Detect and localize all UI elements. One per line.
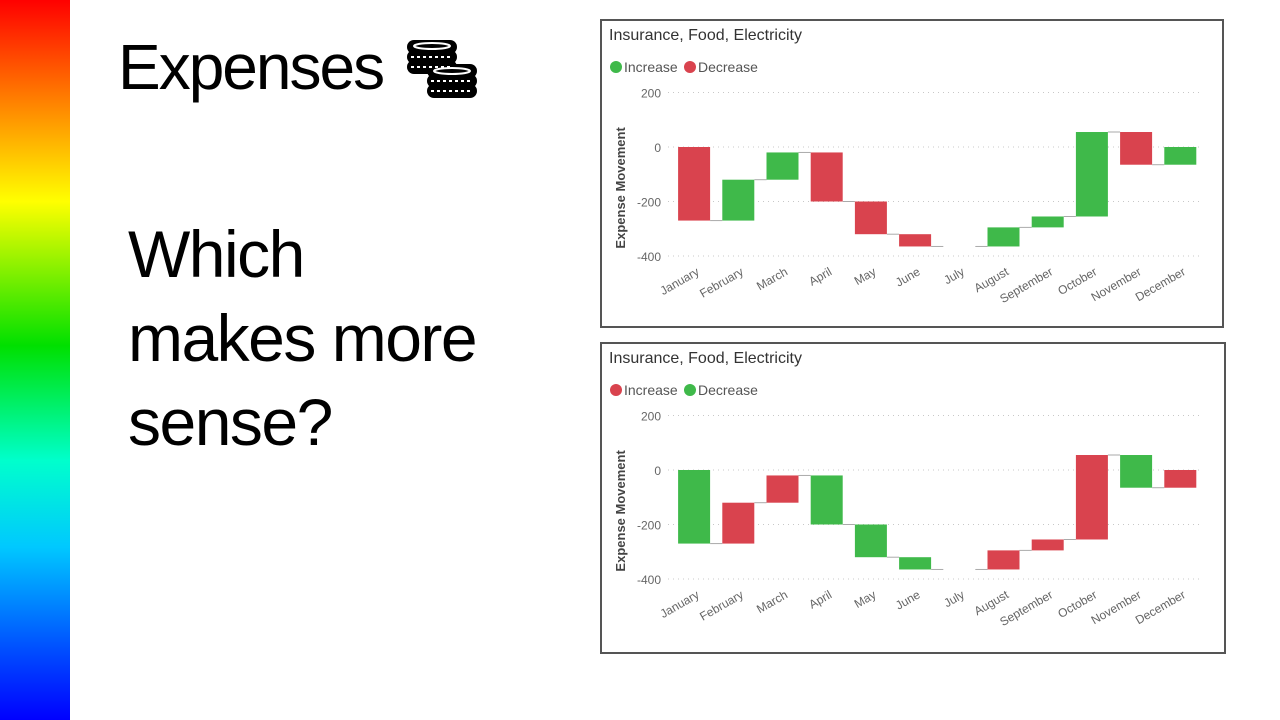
waterfall-bar [854, 524, 887, 558]
y-tick-label: -200 [637, 196, 661, 210]
waterfall-bar [722, 179, 755, 221]
y-axis-label: Expense Movement [613, 127, 628, 249]
x-tick-label: June [893, 587, 923, 612]
waterfall-bar [987, 227, 1020, 247]
waterfall-bar [722, 502, 755, 544]
legend-marker [684, 61, 696, 73]
rainbow-bar [0, 0, 70, 720]
question-line: sense? [128, 385, 333, 459]
waterfall-bar [1120, 132, 1153, 165]
y-tick-label: -400 [637, 573, 661, 587]
x-tick-label: February [697, 264, 746, 300]
y-tick-label: -200 [637, 519, 661, 533]
waterfall-bar [678, 147, 711, 221]
x-tick-label: January [658, 264, 702, 297]
y-tick-label: 200 [641, 410, 661, 424]
x-tick-label: January [658, 587, 702, 620]
waterfall-bar [1164, 147, 1197, 165]
waterfall-bar [678, 470, 711, 544]
waterfall-bar [1075, 455, 1108, 540]
legend-marker [684, 384, 696, 396]
x-tick-label: June [893, 264, 923, 289]
waterfall-bar [899, 557, 932, 570]
question-text: Which makes more sense? [128, 212, 548, 464]
waterfall-bar [1164, 470, 1197, 488]
waterfall-bar [899, 234, 932, 247]
legend-label: Decrease [698, 59, 758, 75]
chart-title: Insurance, Food, Electricity [609, 27, 802, 44]
waterfall-chart-top: Insurance, Food, Electricity Increase Decr… [609, 27, 1203, 306]
x-tick-label: July [941, 264, 966, 287]
chart-title: Insurance, Food, Electricity [609, 350, 802, 367]
x-tick-label: April [806, 264, 834, 288]
waterfall-bar [987, 550, 1020, 570]
y-axis-label: Expense Movement [613, 450, 628, 572]
waterfall-bar [1031, 216, 1064, 228]
x-tick-label: December [1133, 264, 1188, 304]
legend-label: Increase [624, 382, 678, 398]
x-tick-label: May [852, 587, 879, 610]
slide-title: Expenses [118, 30, 481, 104]
legend-marker [610, 384, 622, 396]
coins-icon [407, 40, 478, 98]
x-tick-label: March [754, 587, 790, 616]
x-tick-label: March [754, 264, 790, 293]
legend-label: Decrease [698, 382, 758, 398]
question-line: makes more [128, 301, 478, 375]
legend-label: Increase [624, 59, 678, 75]
chart-panel-bottom: Insurance, Food, Electricity Increase Decr… [600, 342, 1226, 654]
chart-panel-top: Insurance, Food, Electricity Increase Decr… [600, 19, 1224, 328]
y-tick-label: 200 [641, 87, 661, 101]
waterfall-bar [1120, 455, 1153, 488]
waterfall-bar [1075, 132, 1108, 217]
waterfall-bar [766, 475, 799, 503]
x-tick-label: July [941, 587, 966, 610]
waterfall-bar [766, 152, 799, 180]
waterfall-bar [810, 475, 843, 525]
legend-marker [610, 61, 622, 73]
x-tick-label: April [806, 587, 834, 611]
slide-title-text: Expenses [118, 31, 385, 103]
y-tick-label: -400 [637, 250, 661, 264]
question-line: Which [128, 217, 305, 291]
y-tick-label: 0 [654, 141, 661, 155]
waterfall-bar [854, 201, 887, 235]
y-tick-label: 0 [654, 464, 661, 478]
x-tick-label: February [697, 587, 746, 623]
waterfall-bar [810, 152, 843, 202]
x-tick-label: December [1133, 587, 1188, 627]
waterfall-bar [1031, 539, 1064, 551]
waterfall-chart-bottom: Insurance, Food, Electricity Increase Decr… [609, 350, 1203, 629]
x-tick-label: May [852, 264, 879, 287]
